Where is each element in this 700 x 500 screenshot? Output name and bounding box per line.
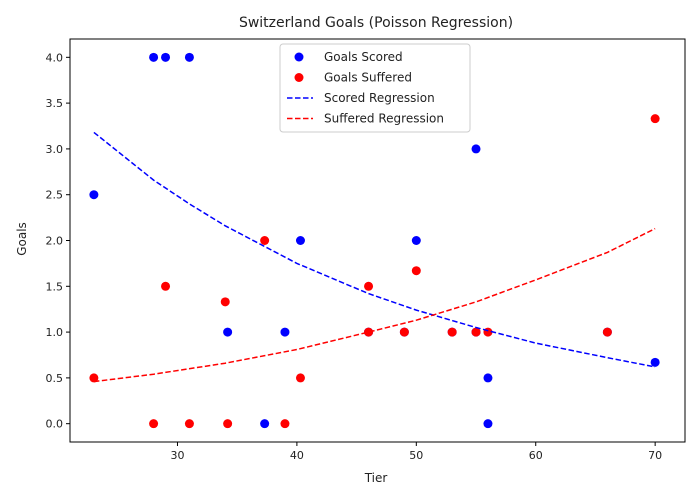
legend: Goals Scored Goals Suffered Scored Regress… (279, 43, 471, 133)
x-axis-label: Tier (364, 471, 388, 485)
goals-suffered-point (364, 281, 374, 291)
goals-suffered-point (223, 419, 233, 429)
y-tick-label: 0.5 (46, 372, 64, 385)
goals-scored-point (471, 144, 481, 154)
x-tick-label: 40 (290, 449, 304, 462)
legend-goals-suffered-marker (294, 73, 304, 82)
suffered-regression-line (93, 227, 656, 383)
chart-title: Switzerland Goals (Poisson Regression) (239, 15, 513, 31)
goals-suffered-point (411, 266, 421, 276)
y-tick-label: 0.0 (46, 418, 64, 431)
legend-goals-suffered-label: Goals Suffered (324, 71, 412, 85)
x-tick-label: 50 (409, 449, 423, 462)
goals-scored-point (483, 373, 493, 383)
goals-scored-point (223, 327, 233, 337)
goals-suffered-point (89, 373, 99, 383)
legend-goals-scored-label: Goals Scored (324, 50, 403, 64)
goals-scored-point (411, 236, 421, 245)
goals-scored-point (161, 52, 171, 62)
y-tick-label: 1.5 (46, 280, 64, 293)
scored-regression-line (93, 131, 656, 368)
goals-suffered-point (149, 419, 159, 429)
goals-suffered-point (280, 419, 290, 429)
goals-suffered-point (161, 281, 171, 291)
goals-scored-point (295, 236, 305, 245)
goals-suffered-point (447, 327, 457, 337)
y-tick-label: 2.5 (46, 189, 64, 202)
y-tick-label: 1.0 (46, 326, 64, 339)
x-tick-label: 70 (648, 449, 662, 462)
legend-scored-regression-label: Scored Regression (324, 91, 435, 105)
plot-area: 30 40 50 60 70 0.0 0.5 1.0 1.5 2.0 2.5 3.0 3.5 4.0 (46, 38, 686, 462)
y-tick-label: 2.0 (46, 235, 64, 248)
goals-scored-point (89, 190, 99, 200)
x-tick-label: 60 (529, 449, 543, 462)
goals-scored-point (149, 52, 159, 62)
goals-suffered-point (184, 419, 194, 429)
legend-goals-scored-marker (294, 52, 304, 62)
y-tick-label: 3.5 (46, 97, 64, 110)
goals-suffered-point (364, 327, 374, 337)
legend-suffered-regression-label: Suffered Regression (324, 112, 444, 126)
goals-suffered-point (260, 236, 270, 245)
goals-suffered-point (399, 327, 409, 337)
goals-suffered-point (220, 297, 230, 307)
y-tick-label: 3.0 (46, 143, 64, 156)
y-tick-label: 4.0 (46, 51, 64, 64)
goals-suffered-point (295, 373, 305, 383)
goals-suffered-point (650, 114, 660, 124)
legend-box (279, 43, 471, 133)
goals-scored-point (260, 419, 270, 429)
goals-scored-point (184, 52, 194, 62)
goals-suffered-point (471, 327, 481, 337)
x-tick-label: 30 (170, 449, 184, 462)
goals-scored-point (483, 419, 493, 429)
y-axis-label: Goals (15, 222, 29, 256)
goals-scored-point (650, 357, 660, 367)
goals-suffered-point (602, 327, 612, 337)
goals-scored-point (280, 327, 290, 337)
